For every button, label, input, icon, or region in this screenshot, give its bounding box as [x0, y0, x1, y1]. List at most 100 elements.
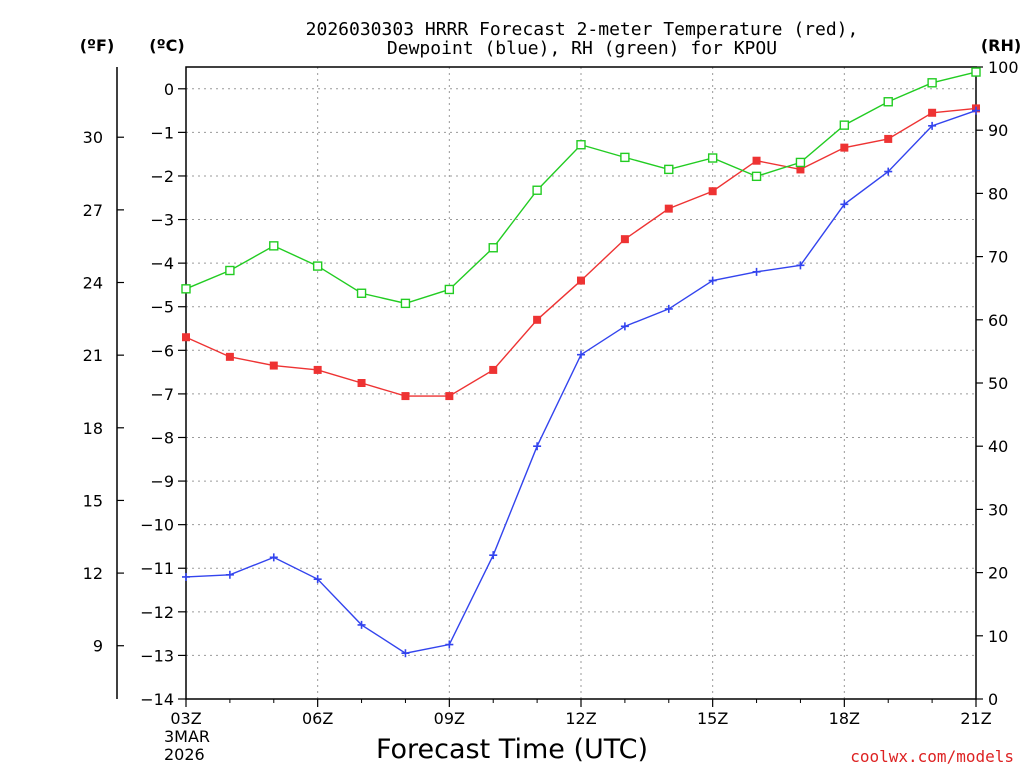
celsius-tick-label: −4	[150, 254, 174, 273]
dewpoint-point	[928, 121, 937, 130]
plot-frame	[185, 66, 977, 700]
rh-point	[444, 284, 455, 295]
temperature-point	[313, 365, 322, 374]
celsius-tick-label: −12	[140, 603, 174, 622]
temperature-point	[489, 365, 498, 374]
dewpoint-point	[269, 553, 278, 562]
time-tick-label: 09Z	[434, 709, 465, 728]
celsius-axis: 0 −1 −2 −3 −4 −5 −6 −7 −8 −9 −10 −11 −12 −13 −14	[140, 80, 186, 709]
dewpoint-point	[533, 442, 542, 451]
rh-point	[883, 97, 893, 107]
rh-point	[839, 120, 850, 130]
celsius-tick-label: −11	[140, 559, 174, 578]
grid-lines	[186, 67, 976, 699]
fahrenheit-axis-label: (ºF)	[80, 36, 115, 55]
time-tick-label: 12Z	[565, 709, 596, 728]
rh-point	[751, 171, 762, 182]
credit-text: coolwx.com/models	[850, 747, 1014, 766]
rh-tick-label: 40	[988, 437, 1008, 456]
celsius-tick-label: 0	[164, 80, 174, 99]
rh-tick-label: 60	[988, 311, 1008, 330]
rh-point	[488, 243, 498, 253]
series-dewpoint	[182, 106, 980, 658]
rh-tick-label: 70	[988, 248, 1008, 267]
rh-point	[312, 261, 323, 271]
temperature-point	[533, 315, 542, 324]
dewpoint-point	[357, 620, 366, 629]
celsius-tick-label: −1	[150, 123, 174, 142]
temperature-point	[840, 143, 849, 152]
x-axis-date-line-2: 2026	[164, 745, 205, 764]
rh-point	[971, 67, 981, 77]
celsius-axis-label: (ºC)	[149, 36, 184, 55]
dewpoint-point	[972, 106, 980, 115]
temperature-point	[884, 134, 893, 143]
fahrenheit-tick-label: 12	[83, 564, 103, 583]
celsius-tick-label: −14	[140, 690, 174, 709]
rh-tick-label: 20	[988, 564, 1008, 583]
rh-point	[795, 157, 806, 168]
fahrenheit-tick-label: 27	[83, 201, 103, 220]
x-axis-date-line-1: 3MAR	[164, 727, 210, 746]
rh-tick-label: 30	[988, 500, 1008, 519]
celsius-tick-label: −7	[150, 385, 174, 404]
rh-tick-label: 100	[988, 58, 1019, 77]
rh-point	[927, 78, 937, 88]
dewpoint-point	[620, 322, 629, 331]
rh-tick-label: 50	[988, 374, 1008, 393]
rh-point	[620, 152, 630, 163]
temperature-point	[664, 204, 673, 213]
temperature-point	[928, 108, 937, 117]
rh-point	[664, 164, 674, 175]
celsius-tick-label: −8	[150, 428, 174, 447]
celsius-tick-label: −13	[140, 646, 174, 665]
rh-tick-label: 10	[988, 627, 1008, 646]
rh-point	[356, 288, 367, 298]
dewpoint-point	[708, 276, 717, 285]
rh-tick-label: 90	[988, 121, 1008, 140]
x-axis-title: Forecast Time (UTC)	[376, 734, 648, 765]
rh-tick-label: 80	[988, 184, 1008, 203]
temperature-point	[357, 379, 366, 387]
dewpoint-point	[577, 350, 585, 359]
dewpoint-point	[401, 649, 410, 658]
series-rh	[181, 67, 981, 309]
rh-point	[532, 185, 542, 195]
time-tick-label: 15Z	[697, 709, 728, 728]
celsius-tick-label: −3	[150, 211, 174, 230]
time-tick-label: 06Z	[302, 709, 333, 728]
dewpoint-point	[664, 304, 673, 313]
chart-title-line-2: Dewpoint (blue), RH (green) for KPOU	[387, 38, 777, 59]
temperature-point	[796, 165, 805, 174]
dewpoint-point	[182, 572, 190, 581]
temperature-point	[269, 361, 278, 370]
temperature-point	[182, 333, 190, 342]
rh-point	[400, 298, 411, 309]
rh-point	[576, 140, 586, 150]
dewpoint-point	[225, 570, 234, 579]
temperature-point	[577, 276, 585, 285]
rh-point	[269, 241, 279, 251]
fahrenheit-tick-label: 15	[83, 491, 103, 510]
fahrenheit-tick-label: 9	[93, 637, 103, 656]
rh-point	[181, 284, 191, 294]
time-tick-label: 03Z	[170, 709, 201, 728]
fahrenheit-axis: 30 27 24 21 18 15 12 9	[83, 67, 124, 699]
temperature-point	[401, 392, 410, 401]
fahrenheit-tick-label: 24	[83, 274, 103, 293]
rh-point	[225, 265, 235, 276]
dewpoint-point	[752, 267, 761, 276]
rh-axis-label: (RH)	[981, 36, 1021, 55]
temperature-point	[620, 235, 629, 244]
celsius-tick-label: −10	[140, 516, 174, 535]
chart-title: 2026030303 HRRR Forecast 2-meter Tempera…	[306, 19, 859, 59]
time-axis: 03Z 06Z 09Z 12Z 15Z 18Z 21Z	[170, 699, 992, 728]
celsius-tick-label: −2	[150, 167, 174, 186]
fahrenheit-tick-label: 21	[83, 346, 103, 365]
celsius-tick-label: −9	[150, 472, 174, 491]
temperature-point	[708, 187, 717, 196]
dewpoint-point	[884, 167, 893, 176]
temperature-point	[445, 392, 454, 401]
series-layer	[181, 67, 981, 658]
